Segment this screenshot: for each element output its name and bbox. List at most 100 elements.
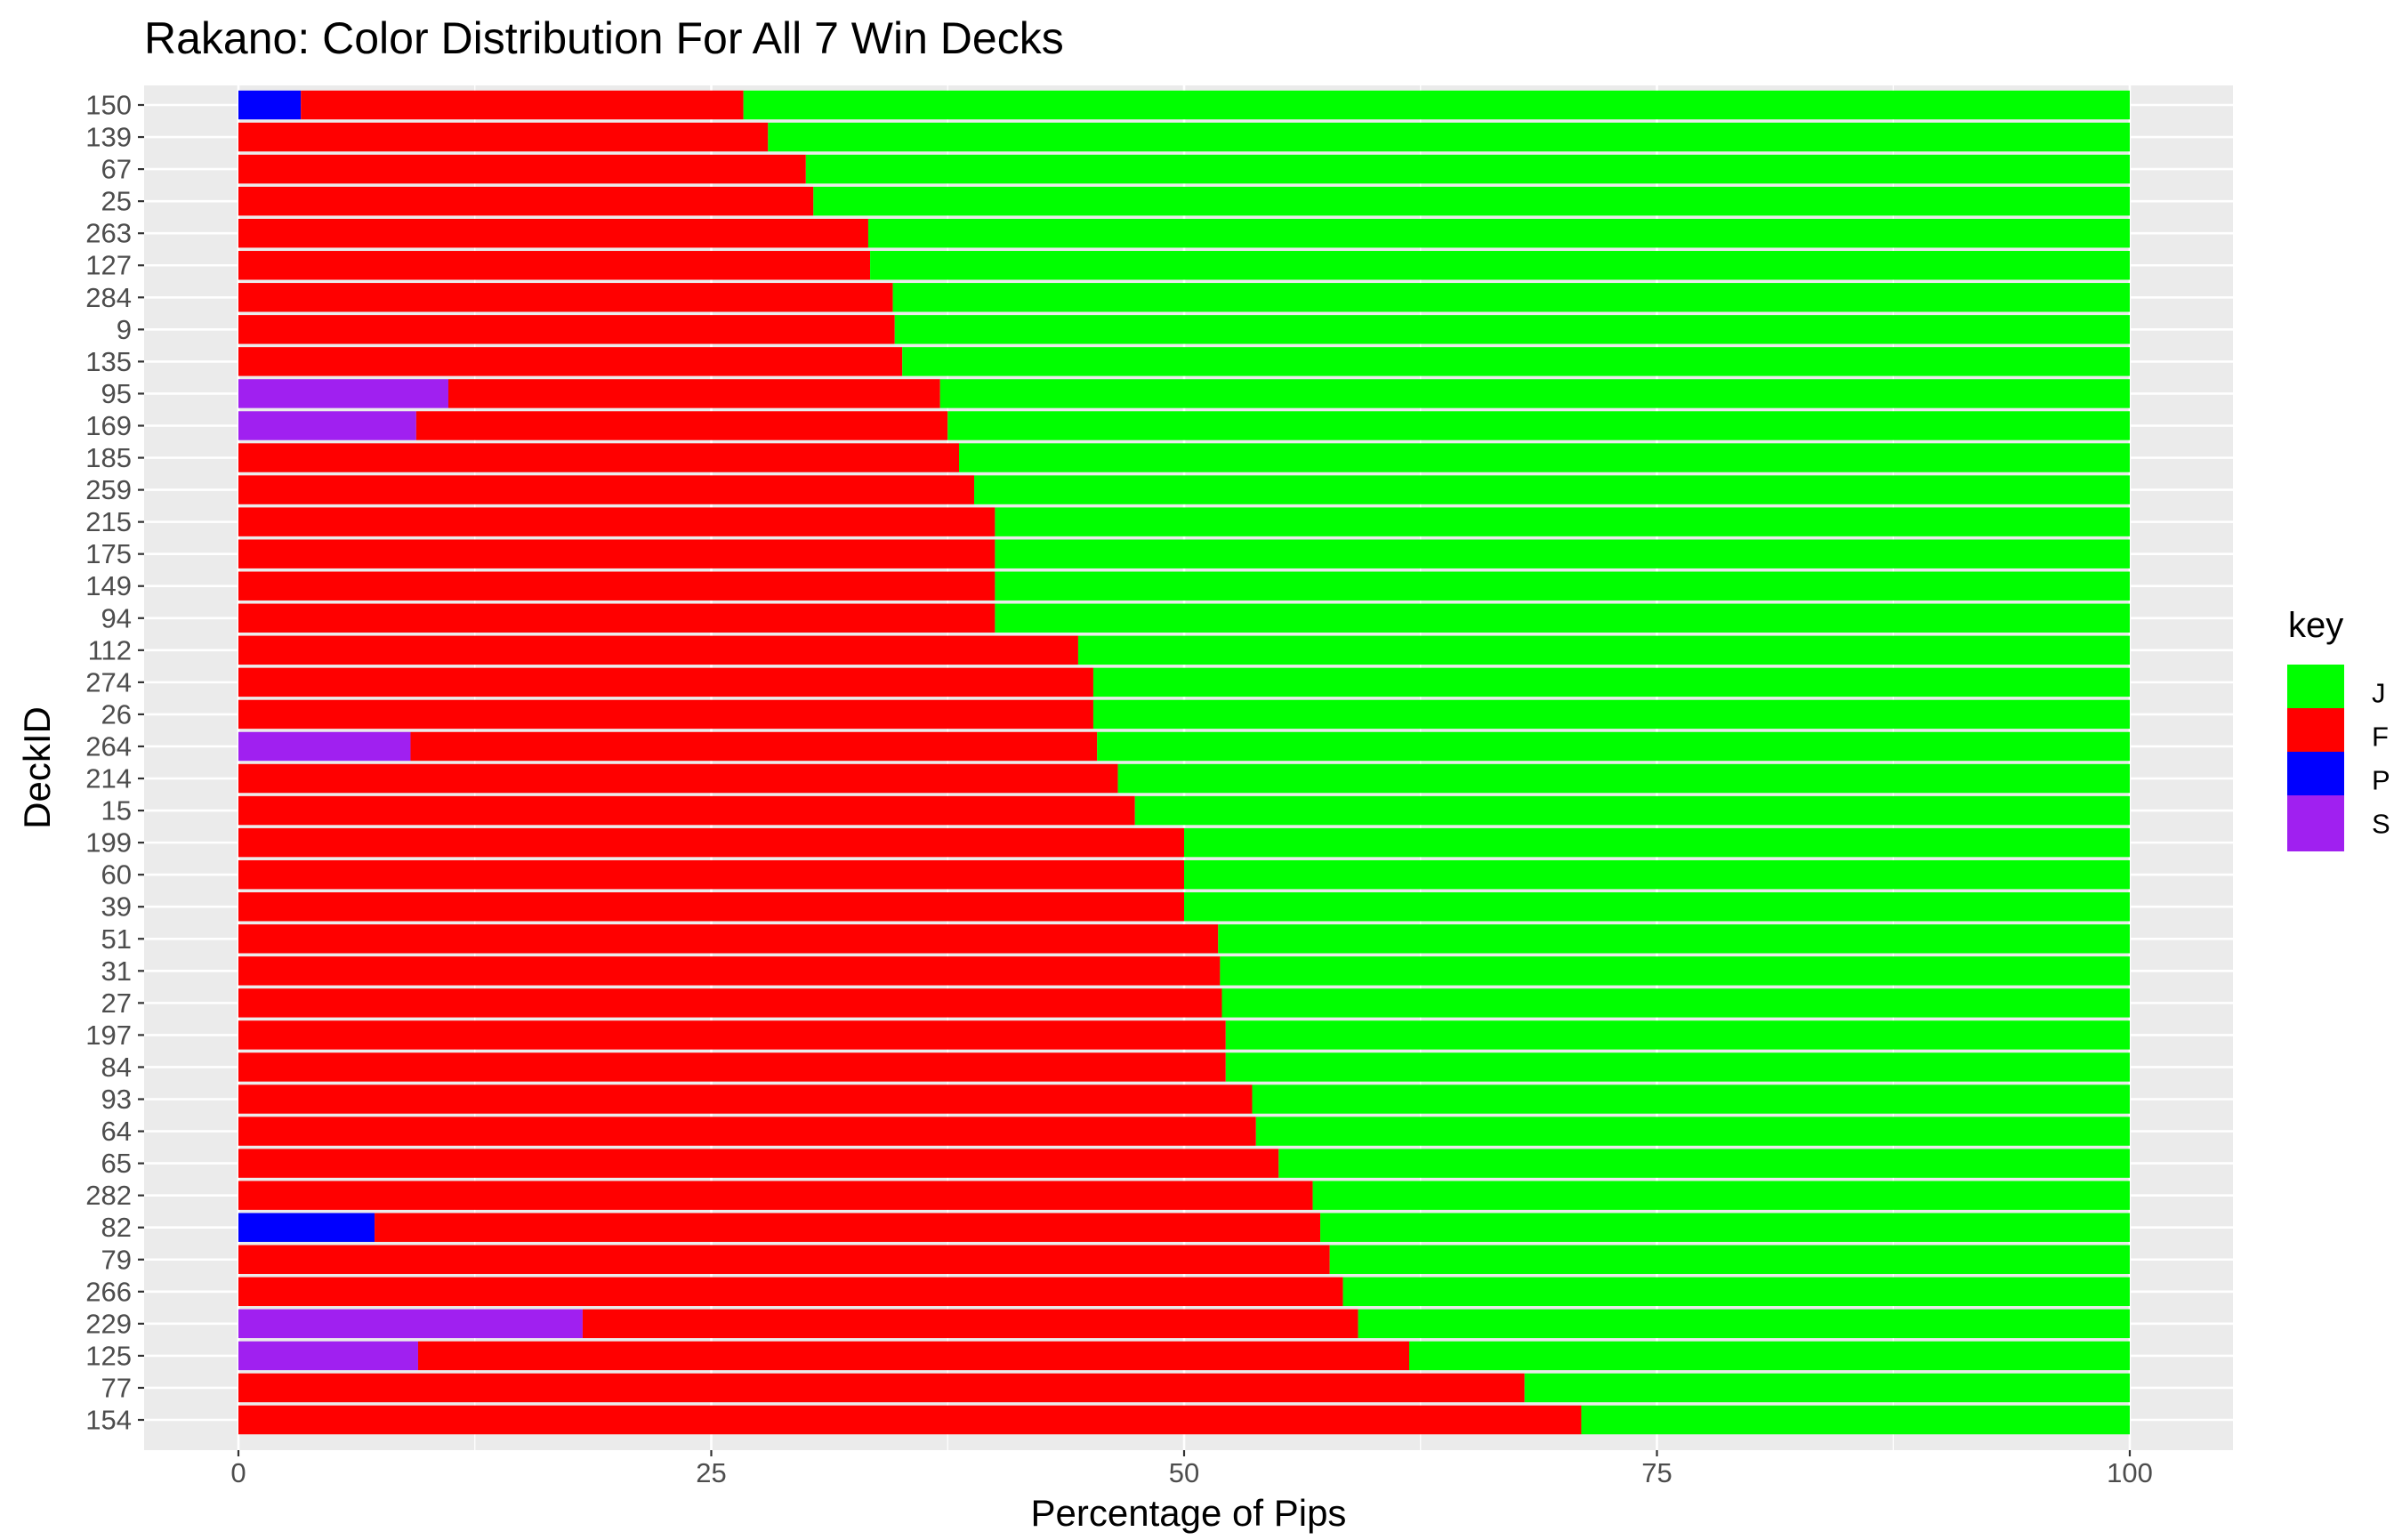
bar-segment-j [1581, 1405, 2130, 1435]
y-tick-label: 125 [85, 1340, 132, 1371]
bar-segment-j [1184, 827, 2130, 858]
bar-segment-j [1092, 699, 2130, 730]
bar-segment-f [238, 1405, 1582, 1435]
y-tick-label: 39 [101, 891, 132, 923]
bar-segment-f [238, 827, 1184, 858]
y-tick-label: 175 [85, 538, 132, 569]
y-tick-label: 51 [101, 923, 132, 955]
bar-segment-f [238, 859, 1184, 890]
bar-segment-j [947, 411, 2130, 440]
y-tick-label: 67 [101, 154, 132, 185]
y-tick-label: 26 [101, 698, 132, 730]
bar-segment-j [894, 315, 2131, 344]
x-axis: 0 25 50 75 100 [230, 1450, 2153, 1488]
bar-segment-f [417, 1341, 1409, 1371]
bar-segment-j [1218, 924, 2130, 954]
y-tick-label: 150 [85, 90, 132, 121]
bar-segment-j [1408, 1341, 2130, 1371]
bar-segment-f [238, 1277, 1343, 1307]
y-tick-label: 263 [85, 218, 132, 249]
bar-segment-j [1134, 795, 2130, 826]
bar-segment-j [1225, 1052, 2130, 1082]
y-tick-label: 154 [85, 1405, 132, 1436]
x-tick-label: 0 [230, 1457, 246, 1488]
bar-segment-f [238, 283, 893, 312]
bar-segment-j [1225, 1020, 2130, 1050]
bar-segment-f [415, 411, 948, 440]
y-tick-label: 94 [101, 602, 132, 633]
y-tick-label: 65 [101, 1148, 132, 1179]
y-tick-label: 139 [85, 122, 132, 153]
bar-segment-s [238, 731, 411, 762]
y-tick-label: 259 [85, 474, 132, 505]
bar-segment-j [902, 347, 2130, 376]
bar-segment-f [238, 667, 1093, 697]
x-tick-label: 25 [696, 1457, 726, 1488]
bar-segment-f [238, 1181, 1313, 1210]
bar-segment-f [410, 731, 1098, 762]
y-tick-label: 149 [85, 570, 132, 601]
y-tick-label: 214 [85, 763, 132, 794]
y-tick-label: 95 [101, 378, 132, 409]
y-axis-label: DeckID [16, 706, 58, 829]
bar-segment-f [238, 154, 806, 184]
legend-label-j: J [2372, 678, 2386, 709]
bar-segment-j [743, 90, 2130, 120]
legend-label-f: F [2372, 722, 2389, 753]
bar-segment-f [238, 507, 995, 536]
bar-segment-j [813, 186, 2131, 216]
bar-segment-p [238, 90, 302, 120]
y-tick-label: 84 [101, 1052, 132, 1083]
bar-segment-f [238, 635, 1078, 665]
bar-segment-f [238, 1052, 1226, 1082]
bar-segment-j [1278, 1149, 2130, 1178]
bar-segment-s [238, 411, 416, 440]
bar-segment-j [1252, 1084, 2130, 1114]
bar-segment-j [995, 539, 2130, 568]
bar-segment-f [375, 1213, 1321, 1242]
bar-segment-f [238, 1245, 1330, 1274]
bar-segment-f [238, 891, 1184, 922]
bar-segment-f [238, 699, 1093, 730]
bar-segment-f [238, 443, 960, 472]
bar-segment-s [238, 379, 448, 408]
bar-segment-f [238, 315, 895, 344]
y-tick-label: 197 [85, 1020, 132, 1051]
y-tick-label: 185 [85, 442, 132, 473]
y-tick-label: 60 [101, 859, 132, 891]
bar-segment-j [1255, 1117, 2130, 1146]
bar-segment-j [1342, 1277, 2130, 1307]
y-tick-label: 31 [101, 955, 132, 987]
y-tick-label: 266 [85, 1276, 132, 1307]
x-tick-label: 75 [1641, 1457, 1672, 1488]
bar-segment-j [1524, 1373, 2130, 1403]
bar-segment-j [995, 603, 2130, 633]
y-tick-label: 79 [101, 1244, 132, 1275]
y-tick-label: 15 [101, 795, 132, 826]
y-tick-label: 274 [85, 666, 132, 697]
bar-segment-j [1221, 988, 2130, 1018]
x-tick-label: 100 [2107, 1457, 2153, 1488]
bar-segment-f [238, 988, 1222, 1018]
y-tick-label: 64 [101, 1116, 132, 1147]
bar-segment-j [939, 379, 2130, 408]
bar-segment-f [238, 603, 995, 633]
y-tick-label: 25 [101, 186, 132, 217]
bar-segment-f [238, 251, 871, 280]
y-tick-label: 27 [101, 988, 132, 1019]
bar-segment-f [238, 1373, 1525, 1403]
bar-segment-s [238, 1309, 583, 1339]
bar-segment-j [995, 571, 2130, 601]
bar-segment-j [870, 251, 2130, 280]
bar-segment-j [1320, 1213, 2130, 1242]
legend-title: key [2288, 606, 2343, 645]
x-axis-label: Percentage of Pips [1031, 1492, 1347, 1534]
bar-segment-j [1184, 891, 2130, 922]
bar-segment-f [238, 186, 814, 216]
bar-segment-f [238, 475, 975, 504]
y-tick-label: 9 [117, 314, 132, 345]
y-tick-label: 282 [85, 1180, 132, 1211]
bar-segment-f [238, 218, 868, 248]
